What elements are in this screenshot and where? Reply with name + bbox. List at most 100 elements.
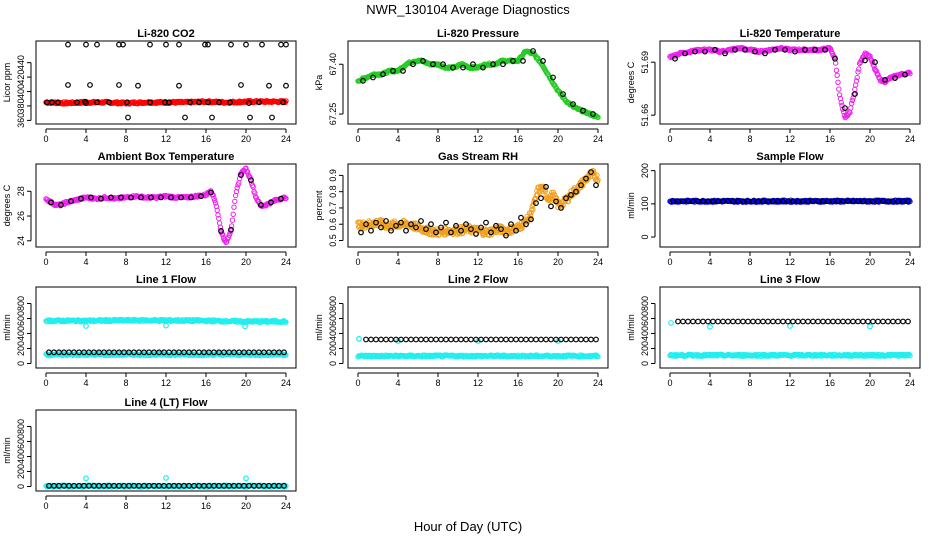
gas-stream-rh-hourly-point bbox=[458, 227, 464, 234]
li-820-temperature-hourly-point bbox=[742, 46, 748, 53]
li-820-temperature-hourly-point bbox=[732, 46, 738, 53]
line-2-flow-hourly-point bbox=[408, 336, 414, 343]
sample-flow-y-tick-label-0: 0 bbox=[640, 235, 650, 240]
li-820-temperature-hourly-point bbox=[772, 46, 778, 53]
li-820-co2-x-tick-label-0: 0 bbox=[43, 134, 48, 144]
sample-flow-y-tick-label-200: 200 bbox=[640, 163, 650, 178]
line-2-flow-hourly-point bbox=[548, 336, 554, 343]
line-2-flow-title: Line 2 Flow bbox=[448, 274, 508, 286]
li-820-co2-cal-point bbox=[243, 41, 249, 48]
line-3-flow-hourly-point bbox=[805, 318, 811, 325]
gas-stream-rh-hourly-point bbox=[378, 224, 384, 231]
li-820-temperature-hourly-point bbox=[872, 59, 878, 66]
gas-stream-rh-hourly-point bbox=[408, 221, 414, 228]
line-2-flow-x-tick-label-0: 0 bbox=[355, 378, 360, 388]
sample-flow-y-tick-label-100: 100 bbox=[640, 196, 650, 211]
gas-stream-rh-y-tick-label-0-8: 0.8 bbox=[328, 185, 338, 198]
line-4-lt-flow-x-tick-label-24: 24 bbox=[281, 501, 291, 511]
li-820-pressure-x-axis: 0 4 8 12 16 20 24 bbox=[355, 128, 603, 144]
li-820-pressure-hourly-point bbox=[590, 111, 596, 117]
ambient-box-temperature-x-tick-label-24: 24 bbox=[281, 257, 291, 267]
line-2-flow-hourly-point bbox=[438, 336, 444, 343]
li-820-pressure-raw-point bbox=[556, 88, 562, 94]
line-2-flow-hourly-point bbox=[468, 336, 474, 343]
line-3-flow-hourly-point bbox=[720, 318, 726, 325]
li-820-co2-x-tick-label-20: 20 bbox=[241, 134, 251, 144]
line-3-flow-hourly-point bbox=[710, 318, 716, 325]
gas-stream-rh-hourly-point bbox=[438, 224, 444, 231]
ambient-box-temperature-hourly-point bbox=[148, 194, 154, 201]
sample-flow-x-tick-label-24: 24 bbox=[905, 257, 915, 267]
li-820-temperature-x-axis: 0 4 8 12 16 20 24 bbox=[667, 128, 915, 144]
li-820-co2-cal-point bbox=[65, 41, 71, 48]
gas-stream-rh-y-tick-label-0-6: 0.6 bbox=[328, 218, 338, 231]
li-820-co2-hourly-point bbox=[266, 82, 272, 89]
line-3-flow-hourly-point bbox=[790, 318, 796, 325]
gas-stream-rh-y-tick-label-0-9: 0.9 bbox=[328, 169, 338, 182]
gas-stream-rh-hourly-point bbox=[423, 226, 429, 233]
li-820-co2-cal-point bbox=[283, 41, 289, 48]
gas-stream-rh-hourly-point bbox=[548, 203, 554, 210]
li-820-temperature-hourly-point bbox=[882, 76, 888, 83]
gas-stream-rh-x-tick-label-16: 16 bbox=[513, 257, 523, 267]
line-1-flow-cal-point bbox=[83, 323, 89, 329]
line-3-flow-hourly-point bbox=[685, 318, 691, 325]
line-4-lt-flow-x-tick-label-16: 16 bbox=[201, 501, 211, 511]
line-2-flow-y-tick-label-800: 800 bbox=[328, 296, 338, 311]
ambient-box-temperature-hourly-point bbox=[238, 172, 244, 179]
line-2-flow-hourly-point bbox=[493, 336, 499, 343]
line-1-flow-y-tick-label-600: 600 bbox=[16, 311, 26, 326]
li-820-co2-cal-point bbox=[205, 41, 211, 48]
li-820-temperature-raw-point bbox=[907, 70, 913, 77]
gas-stream-rh-hourly-point bbox=[503, 232, 509, 239]
line-3-flow-ylabel: ml/min bbox=[626, 314, 636, 341]
gas-stream-rh-hourly-point bbox=[478, 224, 484, 231]
line-2-flow-cal-point bbox=[356, 335, 362, 342]
figure-xlabel: Hour of Day (UTC) bbox=[414, 519, 522, 534]
li-820-temperature-raw-point bbox=[852, 86, 858, 93]
panel-li-820-temperature: Li-820 Temperature 0 4 8 12 16 20 24 51.66 51.69 d… bbox=[626, 28, 921, 144]
line-1-flow-raw-high-point bbox=[283, 319, 289, 325]
gas-stream-rh-raw-point bbox=[486, 232, 493, 239]
line-2-flow-series-raw-low bbox=[355, 352, 601, 360]
ambient-box-temperature-hourly-point bbox=[278, 195, 284, 202]
li-820-co2-cal-point bbox=[83, 41, 89, 48]
ambient-box-temperature-x-tick-label-16: 16 bbox=[201, 257, 211, 267]
line-1-flow-y-tick-label-200: 200 bbox=[16, 341, 26, 356]
line-2-flow-hourly-point bbox=[503, 336, 509, 343]
li-820-co2-y-tick-label-400: 400 bbox=[16, 84, 26, 99]
gas-stream-rh-hourly-point bbox=[488, 229, 494, 236]
ambient-box-temperature-raw-point bbox=[231, 204, 237, 210]
line-2-flow-y-tick-label-600: 600 bbox=[328, 311, 338, 326]
li-820-co2-cal-point bbox=[228, 41, 234, 48]
gas-stream-rh-title: Gas Stream RH bbox=[438, 151, 518, 163]
line-4-lt-flow-cal-point bbox=[163, 475, 169, 481]
gas-stream-rh-hourly-point bbox=[403, 227, 409, 234]
li-820-temperature-x-tick-label-8: 8 bbox=[747, 134, 752, 144]
li-820-pressure-hourly-point bbox=[380, 71, 386, 78]
ambient-box-temperature-hourly-point bbox=[268, 199, 274, 206]
li-820-temperature-raw-point bbox=[826, 44, 832, 51]
line-3-flow-hourly-point bbox=[890, 318, 896, 325]
line-3-flow-hourly-point bbox=[770, 318, 776, 325]
line-2-flow-hourly-point bbox=[518, 336, 524, 343]
li-820-temperature-raw-point bbox=[832, 60, 839, 66]
line-4-lt-flow-x-tick-label-4: 4 bbox=[83, 501, 88, 511]
li-820-co2-cal-point bbox=[202, 41, 208, 48]
ambient-box-temperature-ylabel: degrees C bbox=[2, 184, 12, 226]
li-820-pressure-hourly-point bbox=[420, 58, 426, 64]
line-3-flow-hourly-point bbox=[765, 318, 771, 325]
gas-stream-rh-y-axis: 0.5 0.6 0.7 0.8 0.9 bbox=[328, 169, 344, 247]
line-3-flow-hourly-point bbox=[840, 318, 846, 325]
gas-stream-rh-raw-point bbox=[452, 225, 458, 232]
line-3-flow-hourly-point bbox=[675, 318, 681, 325]
li-820-pressure-hourly-point bbox=[560, 91, 566, 97]
line-2-flow-hourly-point bbox=[453, 336, 459, 343]
li-820-co2-x-axis: 0 4 8 12 16 20 24 bbox=[43, 128, 291, 144]
gas-stream-rh-hourly-point bbox=[373, 219, 379, 226]
line-3-flow-hourly-point bbox=[705, 318, 711, 325]
